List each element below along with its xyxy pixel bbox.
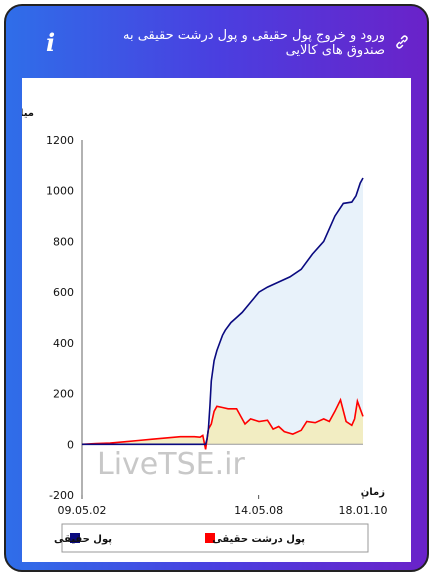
y-axis-label: میلیارد تومان xyxy=(22,108,34,119)
card-header: i ورود و خروج پول حقیقی و پول درشت حقیقی… xyxy=(6,6,427,78)
x-tick-label: 18.01.10 xyxy=(339,504,388,517)
x-axis-label: زمان xyxy=(361,487,385,498)
y-tick-label: 400 xyxy=(53,337,74,350)
legend-label-big-money: پول درشت حقیقی xyxy=(212,534,305,545)
y-ticks: 1200 1000 800 600 400 200 0 -200 xyxy=(46,134,74,502)
y-tick-label: 800 xyxy=(53,235,74,248)
x-tick-label: 14.05.08 xyxy=(234,504,283,517)
area-big-money xyxy=(82,399,363,450)
x-tick-label: 09.05.02 xyxy=(58,504,107,517)
legend-swatch-real-money xyxy=(70,533,80,543)
y-tick-label: 600 xyxy=(53,286,74,299)
line-real-money xyxy=(82,177,364,446)
y-tick-label: 1200 xyxy=(46,134,74,147)
legend-swatch-big-money xyxy=(205,533,215,543)
chart-card: i ورود و خروج پول حقیقی و پول درشت حقیقی… xyxy=(4,4,429,572)
chart-svg: میلیارد تومان زمان LiveTSE.ir 1200 1000 80… xyxy=(6,108,388,553)
y-tick-label: 0 xyxy=(67,438,74,451)
series-layer xyxy=(81,140,364,495)
watermark: LiveTSE.ir xyxy=(97,447,245,482)
chart-title: ورود و خروج پول حقیقی و پول درشت حقیقی ب… xyxy=(122,28,385,58)
y-tick-label: 200 xyxy=(53,388,74,401)
legend-label-real-money: پول حقیقی xyxy=(54,534,112,545)
x-ticks: 09.05.02 14.05.08 18.01.10 xyxy=(58,495,388,517)
y-tick-label: 1000 xyxy=(46,185,74,198)
plot-area: میلیارد تومان زمان LiveTSE.ir 1200 1000 80… xyxy=(6,78,411,562)
line-big-money xyxy=(81,397,364,450)
info-icon[interactable]: i xyxy=(46,28,56,57)
legend: پول حقیقی پول درشت حقیقی xyxy=(54,523,369,553)
y-tick-label: -200 xyxy=(49,489,74,502)
link-icon[interactable] xyxy=(393,33,411,51)
area-real-money xyxy=(82,178,363,445)
